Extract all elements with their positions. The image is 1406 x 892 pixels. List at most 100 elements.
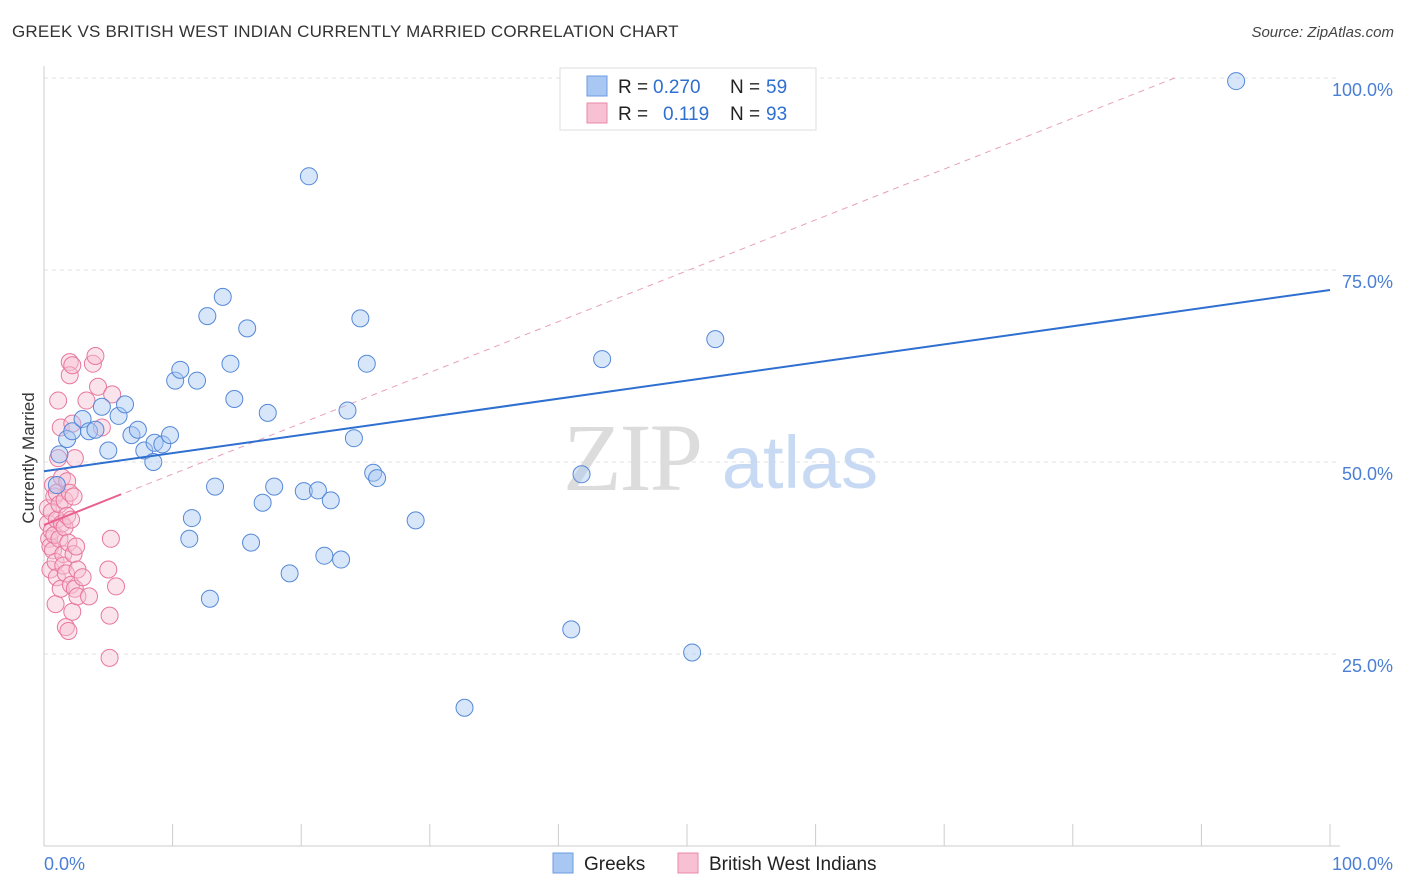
greeks-point-16: [153, 435, 172, 454]
greeks-point-21: [182, 509, 201, 528]
greeks-point-55: [1227, 72, 1246, 91]
greeks-point-7: [92, 397, 111, 416]
bwi-point-54: [89, 377, 108, 396]
greeks-point-32: [258, 403, 277, 422]
x-tick-right: 100.0%: [1332, 854, 1393, 874]
legend-n-label-1: N =: [730, 104, 760, 125]
greeks-point-24: [200, 589, 219, 608]
greeks-point-6: [86, 420, 105, 439]
greeks-point-0: [47, 476, 66, 495]
greeks-point-51: [593, 350, 612, 369]
greeks-point-27: [221, 354, 240, 373]
bottom-legend: Greeks British West Indians: [552, 852, 877, 875]
watermark-atlas: atlas: [722, 421, 878, 504]
trend-bwi: [43, 493, 122, 526]
greeks-point-5: [80, 422, 99, 441]
greeks-point-43: [351, 309, 370, 328]
greeks-point-38: [315, 546, 334, 565]
y-tick-1: 50.0%: [1342, 464, 1393, 484]
bwi-point-49: [73, 568, 92, 587]
greeks-point-1: [50, 445, 69, 464]
bwi-point-59: [107, 577, 126, 596]
greeks-point-49: [562, 620, 581, 639]
greeks-point-40: [332, 550, 351, 569]
bwi-point-56: [99, 560, 118, 579]
bwi-point-21: [51, 418, 70, 437]
data-points: [38, 69, 1246, 717]
bwi-point-11: [46, 595, 65, 614]
bwi-point-44: [65, 449, 84, 468]
trend-greeks: [43, 288, 1331, 473]
greeks-point-41: [338, 401, 357, 420]
greeks-point-42: [344, 429, 363, 448]
greeks-point-29: [238, 319, 257, 338]
legend-r-1: 0.119: [663, 104, 709, 125]
bwi-point-53: [86, 347, 105, 366]
watermark: ZIP atlas: [563, 404, 878, 511]
bwi-point-39: [63, 356, 82, 375]
bottom-legend-bwi: British West Indians: [709, 854, 877, 875]
greeks-point-35: [294, 482, 313, 501]
greeks-point-28: [225, 390, 244, 409]
bottom-legend-greeks: Greeks: [584, 854, 645, 875]
legend-n-0: 59: [766, 77, 787, 98]
greeks-point-48: [455, 698, 474, 717]
legend-r-label-1: R =: [618, 104, 648, 125]
y-tick-labels: 25.0% 50.0% 75.0% 100.0%: [1332, 80, 1393, 676]
bwi-point-34: [60, 353, 79, 372]
y-tick-2: 75.0%: [1342, 272, 1393, 292]
y-axis-label: Currently Married: [19, 392, 38, 523]
bwi-point-8: [44, 541, 63, 560]
greeks-point-46: [368, 469, 387, 488]
legend-r-0: 0.270: [653, 77, 701, 98]
bwi-point-60: [100, 606, 119, 625]
bwi-point-15: [47, 568, 66, 587]
bwi-point-46: [67, 537, 86, 556]
greeks-point-52: [683, 643, 702, 662]
greeks-point-33: [265, 477, 284, 496]
bwi-point-57: [101, 529, 120, 548]
greeks-point-12: [128, 420, 147, 439]
legend-swatch-greeks: [586, 75, 608, 97]
bwi-point-30: [58, 472, 77, 491]
greeks-point-26: [213, 287, 232, 306]
y-tick-0: 25.0%: [1342, 656, 1393, 676]
greeks-point-17: [161, 426, 180, 445]
greeks-point-14: [144, 453, 163, 471]
greeks-point-25: [206, 477, 225, 496]
legend-n-label-0: N =: [730, 77, 760, 98]
bwi-point-27: [55, 518, 74, 537]
y-tick-3: 100.0%: [1332, 80, 1393, 100]
bwi-point-16: [49, 391, 68, 410]
greeks-point-34: [280, 564, 299, 583]
greeks-point-30: [242, 533, 261, 552]
legend-swatch-bwi: [586, 102, 608, 124]
chart-title: GREEK VS BRITISH WEST INDIAN CURRENTLY M…: [12, 22, 679, 41]
bwi-point-28: [56, 564, 75, 583]
watermark-zip: ZIP: [563, 404, 701, 511]
greeks-point-36: [299, 167, 318, 186]
chart-source: Source: ZipAtlas.com: [1251, 24, 1394, 41]
greeks-point-20: [180, 529, 199, 548]
grid-lines: [44, 77, 1340, 655]
bwi-point-58: [103, 385, 122, 404]
top-legend: R = 0.270 N = 59 R = 0.119 N = 93: [559, 67, 817, 131]
bwi-point-61: [100, 648, 119, 667]
greeks-point-18: [166, 371, 185, 390]
greeks-point-23: [198, 307, 217, 326]
bwi-point-33: [59, 621, 78, 640]
bottom-legend-swatch-greeks: [552, 852, 574, 874]
trend-bwi-dashed: [43, 77, 1175, 526]
greeks-point-44: [357, 354, 376, 373]
greeks-point-50: [572, 465, 591, 484]
bwi-point-19: [50, 529, 69, 548]
axes: [43, 66, 1340, 847]
bwi-point-41: [63, 602, 82, 621]
trend-lines: [43, 77, 1175, 526]
greeks-point-22: [188, 371, 207, 390]
bottom-legend-swatch-bwi: [677, 852, 699, 874]
legend-n-1: 93: [766, 104, 787, 125]
greeks-point-10: [116, 395, 135, 414]
legend-r-label-0: R =: [618, 77, 648, 98]
